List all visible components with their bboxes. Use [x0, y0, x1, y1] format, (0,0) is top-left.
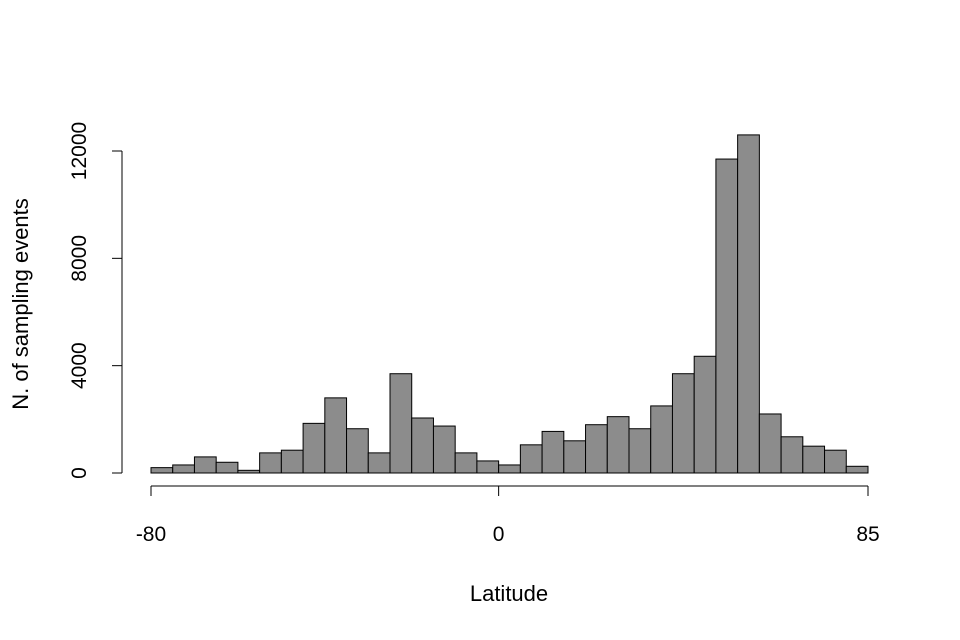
histogram-bar [302, 422, 326, 474]
histogram-bar [476, 460, 500, 474]
y-tick-label: 4000 [68, 342, 91, 389]
histogram-bar [693, 355, 717, 474]
histogram-bar [780, 436, 804, 474]
y-tick-label: 0 [68, 467, 91, 479]
histogram-bar [324, 397, 348, 474]
x-axis: -80 0 85 [136, 485, 880, 546]
histogram-bar [346, 428, 369, 474]
y-axis-title: N. of sampling events [8, 198, 33, 410]
histogram-bar [259, 452, 282, 474]
y-tick-label: 8000 [68, 235, 91, 282]
histogram-bar [715, 158, 739, 474]
histogram-bar [563, 440, 587, 474]
histogram-bar [498, 464, 521, 474]
histogram-bar [150, 467, 174, 474]
x-tick-label: -80 [136, 523, 166, 546]
histogram-bar [280, 449, 304, 474]
x-axis-title: Latitude [470, 581, 548, 606]
histogram-bar [215, 461, 239, 474]
histogram-bar [367, 452, 391, 474]
histogram-bar [671, 373, 695, 474]
histogram-bar [585, 424, 608, 474]
histogram-bar [737, 134, 760, 474]
histogram-bar [802, 445, 826, 474]
histogram-bar [541, 430, 565, 474]
histogram-bar [454, 452, 478, 474]
histogram-bar [237, 469, 261, 474]
histogram-bar [389, 373, 413, 474]
histogram-bar [519, 444, 543, 474]
histogram-bar [628, 428, 652, 474]
histogram-bar [650, 405, 673, 474]
histogram-bar [411, 417, 434, 474]
histogram-bar [606, 416, 630, 474]
histogram-bar [193, 456, 217, 474]
histogram-bar [172, 464, 195, 474]
y-axis: 0 4000 8000 12000 [68, 122, 123, 479]
histogram-bar [845, 465, 869, 474]
y-tick-label: 12000 [68, 122, 91, 180]
histogram-bars [150, 134, 869, 474]
x-tick-label: 0 [493, 523, 505, 546]
histogram-bar [432, 425, 456, 474]
histogram-bar [824, 449, 847, 474]
histogram-bar [758, 413, 782, 474]
x-tick-label: 85 [856, 523, 879, 546]
